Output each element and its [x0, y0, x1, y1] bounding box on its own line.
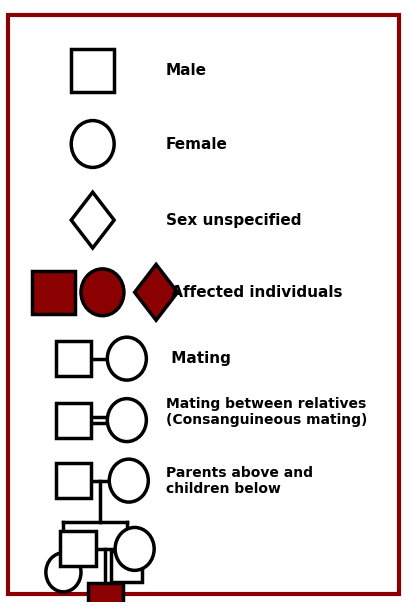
Bar	[71, 49, 114, 93]
Polygon shape	[71, 192, 114, 248]
Text: Sex unspecified: Sex unspecified	[166, 213, 301, 228]
Text: Male: Male	[166, 63, 207, 79]
Ellipse shape	[109, 459, 148, 502]
Bar	[88, 583, 123, 609]
Ellipse shape	[46, 553, 81, 592]
Text: Mating: Mating	[166, 351, 231, 366]
Polygon shape	[135, 264, 178, 320]
Bar	[60, 531, 95, 566]
Bar	[55, 463, 91, 498]
Bar	[55, 403, 91, 438]
Text: Mating between relatives
(Consanguineous mating): Mating between relatives (Consanguineous…	[166, 397, 367, 428]
Ellipse shape	[81, 269, 124, 315]
Text: Affected individuals: Affected individuals	[166, 285, 342, 300]
Bar	[111, 551, 143, 582]
Ellipse shape	[107, 337, 146, 380]
Ellipse shape	[107, 399, 146, 442]
Ellipse shape	[115, 527, 154, 571]
Bar	[55, 341, 91, 376]
Ellipse shape	[71, 121, 114, 167]
Bar	[32, 271, 75, 314]
Text: Female: Female	[166, 136, 228, 152]
Text: Parents above and
children below: Parents above and children below	[166, 465, 313, 496]
